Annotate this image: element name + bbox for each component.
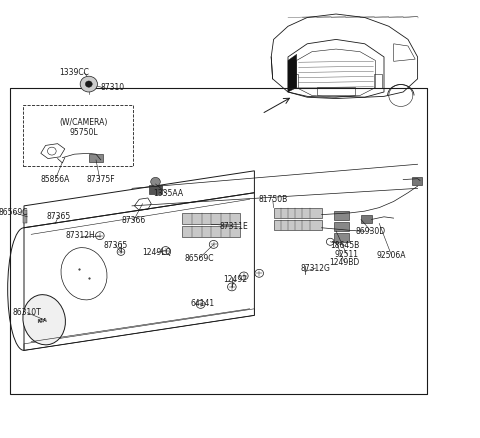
Bar bbox=[274, 220, 322, 230]
Bar bbox=[334, 233, 349, 242]
Text: 87375F: 87375F bbox=[86, 175, 115, 184]
Bar bbox=[334, 211, 349, 220]
Text: 1249BD: 1249BD bbox=[329, 258, 360, 267]
Text: 87366: 87366 bbox=[121, 216, 145, 225]
Bar bbox=[317, 87, 355, 95]
Text: 86930D: 86930D bbox=[356, 227, 386, 236]
Text: (W/CAMERA): (W/CAMERA) bbox=[60, 118, 108, 127]
Text: 87312G: 87312G bbox=[301, 264, 331, 272]
Bar bbox=[182, 226, 240, 237]
Text: 85856A: 85856A bbox=[40, 175, 70, 184]
Bar bbox=[274, 208, 322, 218]
Polygon shape bbox=[288, 54, 297, 92]
Bar bbox=[23, 105, 133, 166]
Text: 64141: 64141 bbox=[191, 299, 215, 307]
Text: KIA: KIA bbox=[38, 318, 48, 324]
Bar bbox=[374, 74, 382, 88]
Text: 87365: 87365 bbox=[103, 241, 127, 250]
Circle shape bbox=[85, 81, 92, 87]
Text: 87365: 87365 bbox=[47, 212, 71, 221]
Text: 12492: 12492 bbox=[223, 275, 247, 284]
Text: 86310T: 86310T bbox=[13, 308, 42, 317]
Text: 95750L: 95750L bbox=[70, 128, 98, 137]
Ellipse shape bbox=[23, 295, 65, 345]
Text: 87310: 87310 bbox=[101, 83, 125, 92]
Text: 1335AA: 1335AA bbox=[153, 189, 183, 198]
Bar bbox=[290, 74, 298, 88]
Circle shape bbox=[151, 177, 160, 186]
Bar bbox=[149, 185, 162, 194]
Text: 81750B: 81750B bbox=[259, 195, 288, 204]
Text: 87311E: 87311E bbox=[220, 222, 249, 230]
Bar bbox=[89, 154, 103, 162]
Bar bbox=[334, 222, 349, 231]
Bar bbox=[412, 177, 422, 185]
Text: 92506A: 92506A bbox=[377, 251, 407, 260]
Text: 1339CC: 1339CC bbox=[60, 68, 89, 77]
Text: 86569C: 86569C bbox=[184, 254, 214, 263]
Text: 86569C: 86569C bbox=[0, 208, 28, 217]
Circle shape bbox=[80, 76, 97, 92]
Text: 87312H: 87312H bbox=[66, 231, 96, 240]
Text: 1249LQ: 1249LQ bbox=[142, 248, 171, 257]
Text: 18645B: 18645B bbox=[330, 241, 359, 250]
Bar bbox=[10, 88, 427, 394]
Bar bbox=[361, 215, 372, 223]
Bar bbox=[23, 210, 27, 223]
Bar bbox=[182, 213, 240, 224]
Text: 92511: 92511 bbox=[335, 250, 359, 258]
